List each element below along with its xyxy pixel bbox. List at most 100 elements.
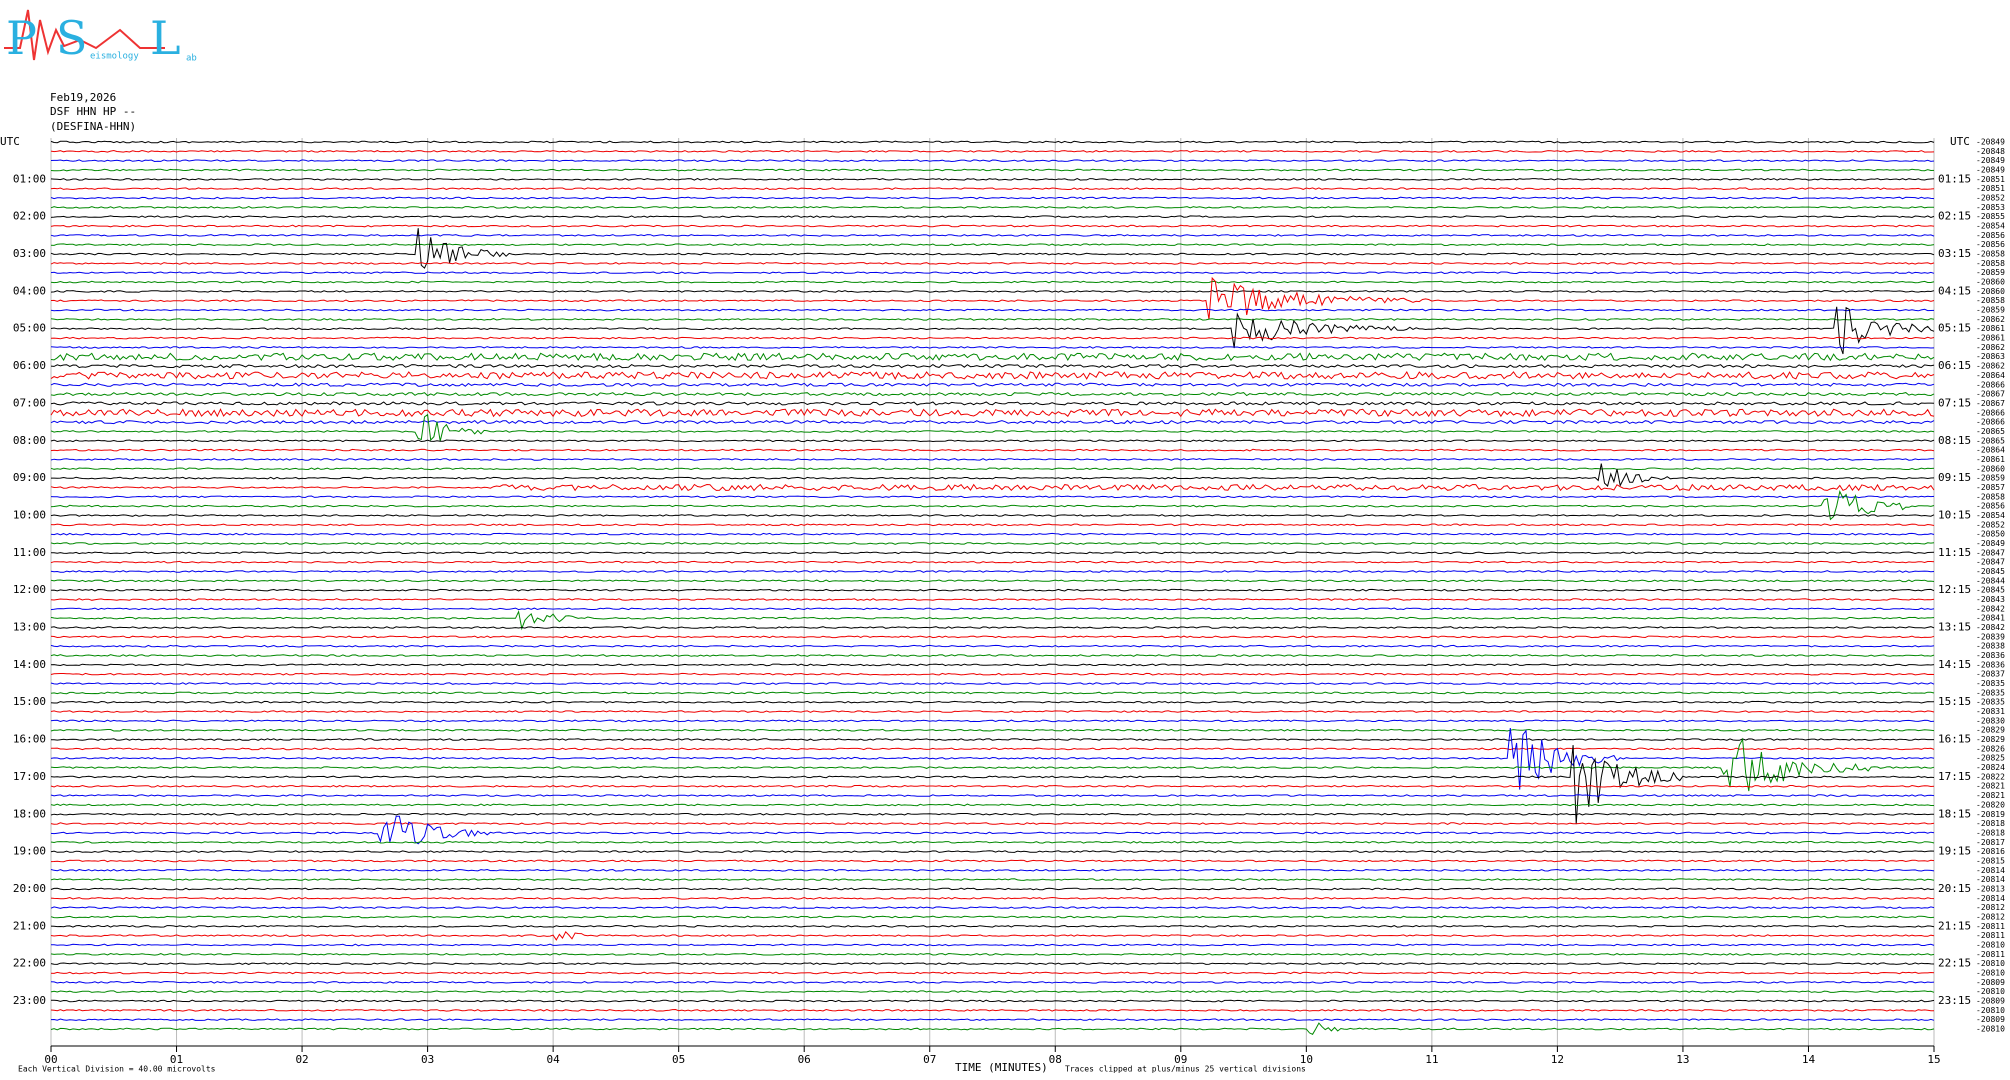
hour-label-right: 03:15	[1938, 247, 1971, 260]
hour-label-right: 15:15	[1938, 695, 1971, 708]
trace-offset: -20852	[1976, 520, 2005, 529]
hour-label-right: 23:15	[1938, 994, 1971, 1007]
trace-offset: -20841	[1976, 614, 2005, 623]
trace-offset: -20829	[1976, 735, 2005, 744]
logo-small: eismology	[90, 52, 139, 62]
trace-offset: -20810	[1976, 959, 2005, 968]
trace-offset: -20814	[1976, 866, 2005, 875]
trace	[50, 887, 1935, 891]
trace-offset: -20810	[1976, 940, 2005, 949]
hour-label-right: 07:15	[1938, 396, 1971, 409]
x-tick-label: 12	[1551, 1053, 1564, 1066]
right-utc: UTC	[1950, 135, 1970, 148]
trace	[50, 815, 1935, 845]
trace	[50, 542, 1935, 545]
hour-label: 03:00	[13, 247, 46, 260]
trace-offset: -20809	[1976, 996, 2005, 1005]
trace	[50, 727, 1935, 790]
trace	[50, 243, 1935, 247]
trace-offset: -20842	[1976, 604, 2005, 613]
hour-label: 20:00	[13, 882, 46, 895]
x-tick-label: 04	[547, 1053, 561, 1066]
trace	[50, 196, 1935, 200]
trace-offset: -20861	[1976, 324, 2005, 333]
station: DSF HHN HP --	[50, 105, 136, 118]
trace	[50, 467, 1935, 471]
hour-label: 17:00	[13, 770, 46, 783]
trace	[50, 458, 1934, 461]
trace	[50, 784, 1935, 788]
hour-label: 22:00	[13, 957, 46, 970]
trace	[50, 363, 1935, 369]
trace-offset: -20849	[1976, 166, 2005, 175]
x-tick-label: 01	[170, 1053, 183, 1066]
hour-label-right: 21:15	[1938, 919, 1971, 932]
logo: P S eismology L ab	[4, 9, 197, 65]
hour-label-right: 08:15	[1938, 434, 1971, 447]
trace-offset: -20850	[1976, 530, 2005, 539]
trace	[50, 448, 1935, 452]
hour-label-right: 14:15	[1938, 658, 1971, 671]
trace	[50, 306, 1935, 355]
trace	[50, 346, 1935, 349]
trace	[50, 308, 1935, 312]
trace	[50, 228, 1935, 269]
trace	[50, 822, 1935, 825]
trace-offset: -20847	[1976, 548, 2005, 557]
trace	[50, 719, 1935, 723]
hour-label-right: 16:15	[1938, 733, 1971, 746]
x-tick-label: 10	[1300, 1053, 1313, 1066]
trace-offset: -20836	[1976, 660, 2005, 669]
x-tick-label: 03	[421, 1053, 434, 1066]
trace-offset: -20858	[1976, 296, 2005, 305]
trace-offset: -20811	[1976, 931, 2005, 940]
hour-label: 12:00	[13, 583, 46, 596]
trace	[50, 523, 1935, 527]
trace-offset: -20858	[1976, 250, 2005, 259]
trace	[51, 551, 1935, 555]
trace	[50, 840, 1935, 844]
trace-offset: -20859	[1976, 268, 2005, 277]
trace	[50, 419, 1935, 425]
trace	[50, 392, 1935, 397]
trace	[50, 177, 1935, 181]
hour-label: 13:00	[13, 621, 46, 634]
trace	[50, 794, 1935, 797]
logo-l: L	[150, 11, 181, 65]
trace-offset: -20845	[1976, 567, 2005, 576]
trace-offset: -20848	[1976, 147, 2005, 156]
trace-offset: -20862	[1976, 362, 2005, 371]
hour-label: 02:00	[13, 210, 46, 223]
logo-p: P	[6, 11, 37, 65]
trace-offset: -20829	[1976, 726, 2005, 735]
trace-offset: -20854	[1976, 511, 2005, 520]
hour-label: 23:00	[13, 994, 46, 1007]
x-axis-title: TIME (MINUTES)	[955, 1061, 1048, 1074]
x-tick-label: 13	[1676, 1053, 1689, 1066]
trace-offset: -20842	[1976, 623, 2005, 632]
trace-offset: -20818	[1976, 828, 2005, 837]
trace-offset: -20867	[1976, 390, 2005, 399]
trace-offset: -20822	[1976, 772, 2005, 781]
trace	[50, 610, 1935, 631]
trace	[50, 290, 1935, 293]
trace	[50, 644, 1935, 648]
trace-offset: -20851	[1976, 184, 2005, 193]
trace	[50, 276, 1935, 320]
hour-label-right: 06:15	[1938, 359, 1971, 372]
trace	[50, 483, 1935, 492]
trace-offset: -20856	[1976, 240, 2005, 249]
hour-label-right: 13:15	[1938, 621, 1971, 634]
trace	[50, 560, 1935, 564]
trace-offset: -20864	[1976, 446, 2005, 455]
trace-offset: -20847	[1976, 558, 2005, 567]
trace	[50, 262, 1935, 265]
trace-offset: -20849	[1976, 539, 2005, 548]
trace-offset: -20853	[1976, 203, 2005, 212]
trace-offset: -20821	[1976, 782, 2005, 791]
trace	[50, 280, 1935, 284]
trace	[50, 700, 1935, 704]
trace-offset: -20861	[1976, 455, 2005, 464]
trace-offset: -20835	[1976, 688, 2005, 697]
